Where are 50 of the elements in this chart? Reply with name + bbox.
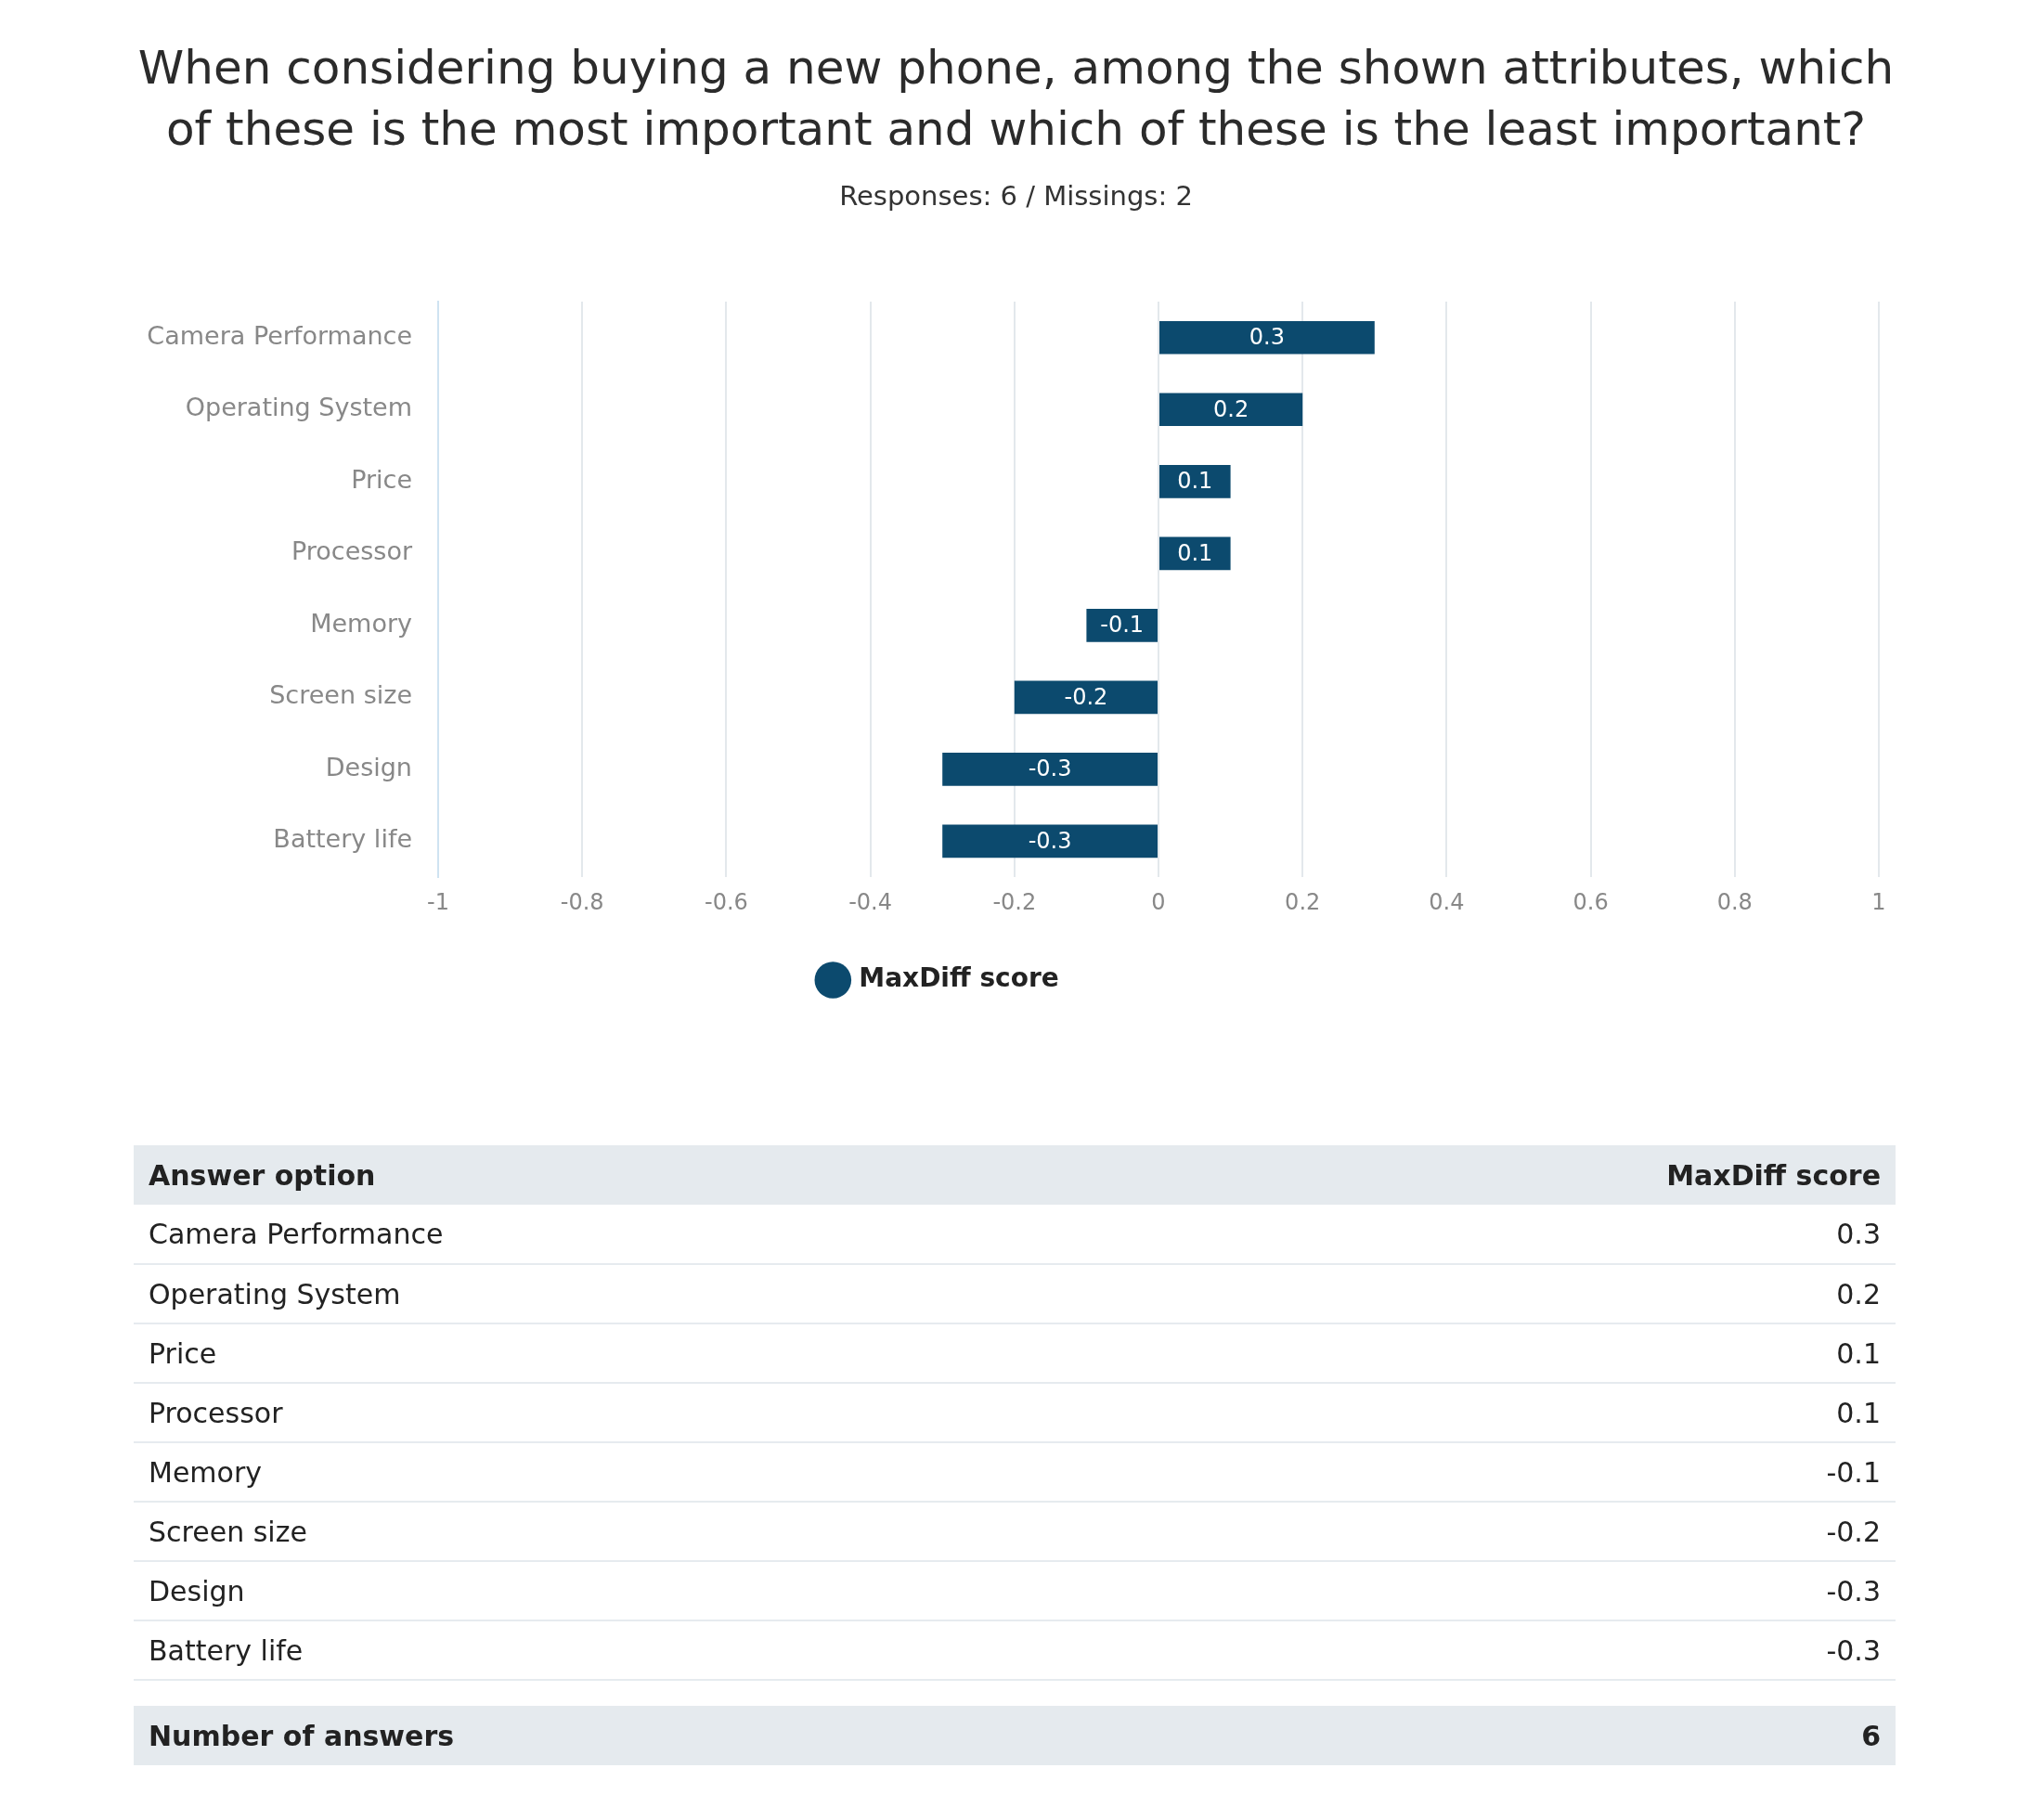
y-tick-label: Memory bbox=[310, 608, 413, 638]
text: 0.1 bbox=[1153, 1383, 1896, 1442]
x-tick-label: 0.8 bbox=[1716, 888, 1753, 915]
text: 6 bbox=[1153, 1706, 1896, 1765]
data-label: -0.3 bbox=[1028, 755, 1072, 782]
data-label: -0.3 bbox=[1028, 827, 1072, 854]
text: -0.1 bbox=[1153, 1442, 1896, 1502]
x-tick-label: 0 bbox=[1151, 888, 1166, 915]
x-tick-label: -0.8 bbox=[560, 888, 604, 915]
x-tick-label: 0.6 bbox=[1573, 888, 1609, 915]
data-label: -0.1 bbox=[1100, 612, 1145, 639]
y-tick-label: Price bbox=[351, 464, 412, 494]
y-tick-label: Processor bbox=[291, 536, 413, 566]
x-tick-label: -0.2 bbox=[992, 888, 1037, 915]
x-tick-label: 0.4 bbox=[1429, 888, 1465, 915]
text: 0.3 bbox=[1153, 1205, 1896, 1264]
text: -0.2 bbox=[1153, 1502, 1896, 1561]
y-tick-label: Screen size bbox=[269, 680, 412, 710]
text: Battery life bbox=[134, 1620, 1154, 1680]
text: Camera Performance bbox=[134, 1205, 1154, 1264]
text: -0.3 bbox=[1153, 1620, 1896, 1680]
y-tick-label: Operating System bbox=[185, 393, 412, 422]
text: Processor bbox=[134, 1383, 1154, 1442]
data-label: 0.3 bbox=[1249, 324, 1285, 350]
y-tick-label: Camera Performance bbox=[147, 320, 412, 350]
y-tick-label: Design bbox=[325, 752, 412, 781]
chart-subtitle: Responses: 6 / Missings: 2 bbox=[838, 180, 1194, 212]
text: Number of answers bbox=[134, 1706, 1154, 1765]
data-label: 0.1 bbox=[1177, 539, 1213, 566]
text: MaxDiff score bbox=[1153, 1145, 1896, 1205]
data-label: 0.2 bbox=[1213, 395, 1249, 422]
text: Design bbox=[134, 1561, 1154, 1620]
text: Answer option bbox=[134, 1145, 1154, 1205]
text: Price bbox=[134, 1323, 1154, 1383]
legend-label: MaxDiff score bbox=[859, 962, 1059, 994]
text: Memory bbox=[134, 1442, 1154, 1502]
chart-title: When considering buying a new phone, among the shown attributes, which of these is the most important and which of these is the least important? bbox=[136, 40, 1896, 158]
x-tick-label: -0.6 bbox=[704, 888, 748, 915]
x-tick-label: 0.2 bbox=[1285, 888, 1321, 915]
text: Screen size bbox=[134, 1502, 1154, 1561]
text: Operating System bbox=[134, 1264, 1154, 1323]
y-tick-label: Battery life bbox=[273, 824, 412, 854]
text: 0.1 bbox=[1153, 1323, 1896, 1383]
text: -0.3 bbox=[1153, 1561, 1896, 1620]
data-label: 0.1 bbox=[1177, 468, 1213, 495]
x-tick-label: -1 bbox=[427, 888, 449, 915]
x-tick-label: -0.4 bbox=[848, 888, 893, 915]
x-tick-label: 1 bbox=[1871, 888, 1886, 915]
text: 0.2 bbox=[1153, 1264, 1896, 1323]
data-label: -0.2 bbox=[1064, 683, 1108, 710]
